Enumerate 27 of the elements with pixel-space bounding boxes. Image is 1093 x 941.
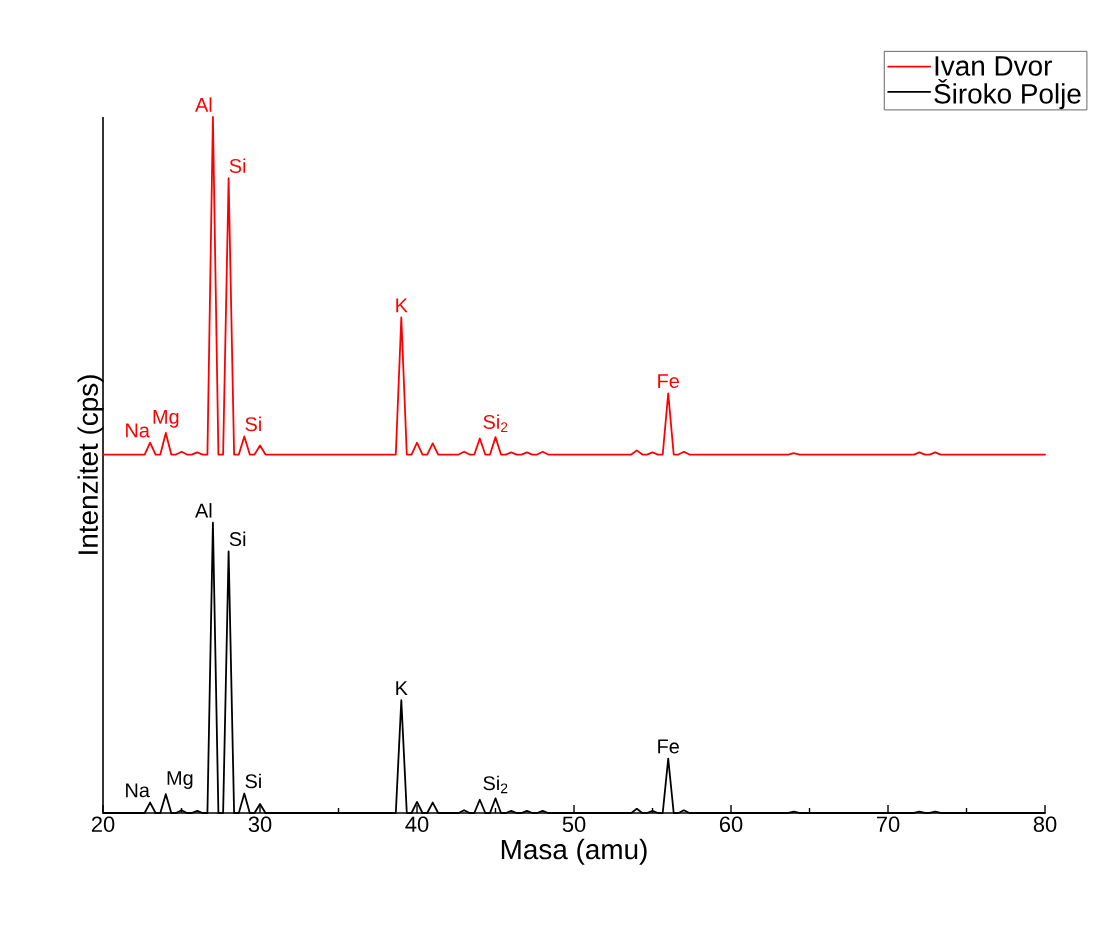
annotation: Si$_{2}$ (483, 775, 508, 794)
annotation: Al (195, 503, 212, 518)
annotation: Fe (658, 374, 679, 389)
annotation: Si$_{2}$ (483, 414, 508, 432)
x-axis-title: Masa (amu) (501, 838, 647, 865)
annotation: Fe (658, 739, 679, 754)
annotation: Mg (167, 771, 193, 789)
x-tick-label: 20 (91, 816, 115, 833)
annotation: Na (126, 423, 150, 438)
x-tick-label: 70 (876, 816, 900, 833)
annotation: Si (245, 773, 261, 789)
x-tick-label: 60 (719, 816, 743, 833)
x-tick-label: 50 (562, 816, 586, 833)
x-tick-label: 40 (405, 816, 429, 833)
y-axis-title: Intenzitet (cps) (77, 375, 104, 554)
x-tick-label: 30 (248, 816, 272, 833)
annotation: Si (229, 158, 246, 174)
x-tick-label: 80 (1033, 816, 1057, 833)
annotation: Si (245, 416, 261, 432)
annotation: Si (229, 531, 246, 547)
legend-label: Široko Polje (934, 79, 1081, 110)
annotation: K (396, 298, 408, 313)
annotation: Al (195, 97, 212, 112)
annotation: K (396, 681, 408, 696)
annotation: Na (126, 783, 150, 798)
annotation: Mg (153, 409, 179, 428)
legend-label: Ivan Dvor (935, 56, 1052, 76)
